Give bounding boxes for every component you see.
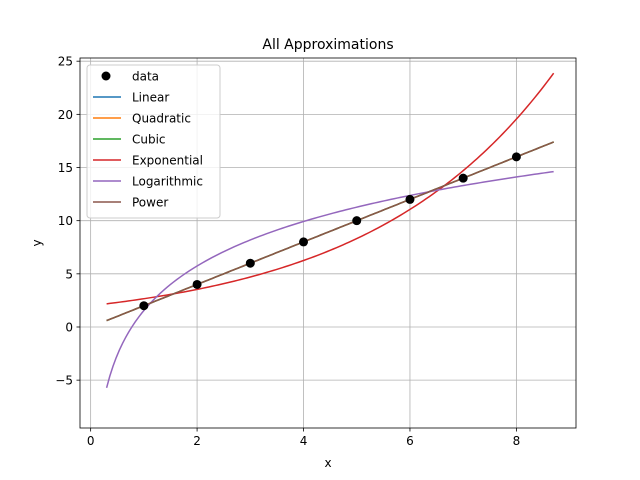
y-tick-label: 10 [58, 214, 73, 228]
legend-label: Logarithmic [132, 175, 203, 189]
y-tick-label: 20 [58, 108, 73, 122]
plot-frame [79, 57, 577, 429]
legend-label: Quadratic [132, 112, 191, 126]
series-layer [105, 72, 555, 389]
series-line-logarithmic [105, 170, 554, 389]
data-point [299, 237, 309, 247]
y-tick-label: 0 [65, 320, 73, 334]
legend-label: Power [132, 196, 168, 210]
data-point [352, 216, 362, 226]
x-tick-label: 2 [193, 434, 201, 448]
legend-label: data [132, 70, 159, 84]
y-tick-label: 5 [65, 267, 73, 281]
data-point [405, 194, 415, 204]
legend-marker-data [101, 71, 111, 81]
series-line-exponential [106, 72, 555, 305]
legend-label: Linear [132, 91, 169, 105]
data-points [139, 152, 521, 311]
y-axis-label: y [30, 239, 44, 246]
x-tick-label: 4 [300, 434, 308, 448]
x-axis-label: x [324, 456, 331, 470]
data-point [458, 173, 468, 183]
data-point [245, 258, 255, 268]
x-tick-label: 0 [87, 434, 95, 448]
data-point [511, 152, 521, 162]
x-tick-label: 8 [513, 434, 521, 448]
legend-box [86, 64, 221, 219]
data-point [192, 279, 202, 289]
y-axis: −5 0 5 10 15 20 25 [55, 55, 80, 388]
series-line-power [106, 141, 554, 322]
chart-title: All Approximations [262, 37, 393, 53]
y-tick-label: 25 [58, 55, 73, 69]
legend-label: Cubic [132, 133, 166, 147]
legend: data Linear Quadratic Cubic Exponential Logar… [86, 64, 221, 219]
y-tick-label: 15 [58, 161, 73, 175]
data-point [139, 301, 149, 311]
legend-label: Exponential [132, 154, 203, 168]
y-tick-label: −5 [55, 374, 73, 388]
x-tick-label: 6 [406, 434, 414, 448]
x-axis: 0 2 4 6 8 [87, 428, 520, 448]
